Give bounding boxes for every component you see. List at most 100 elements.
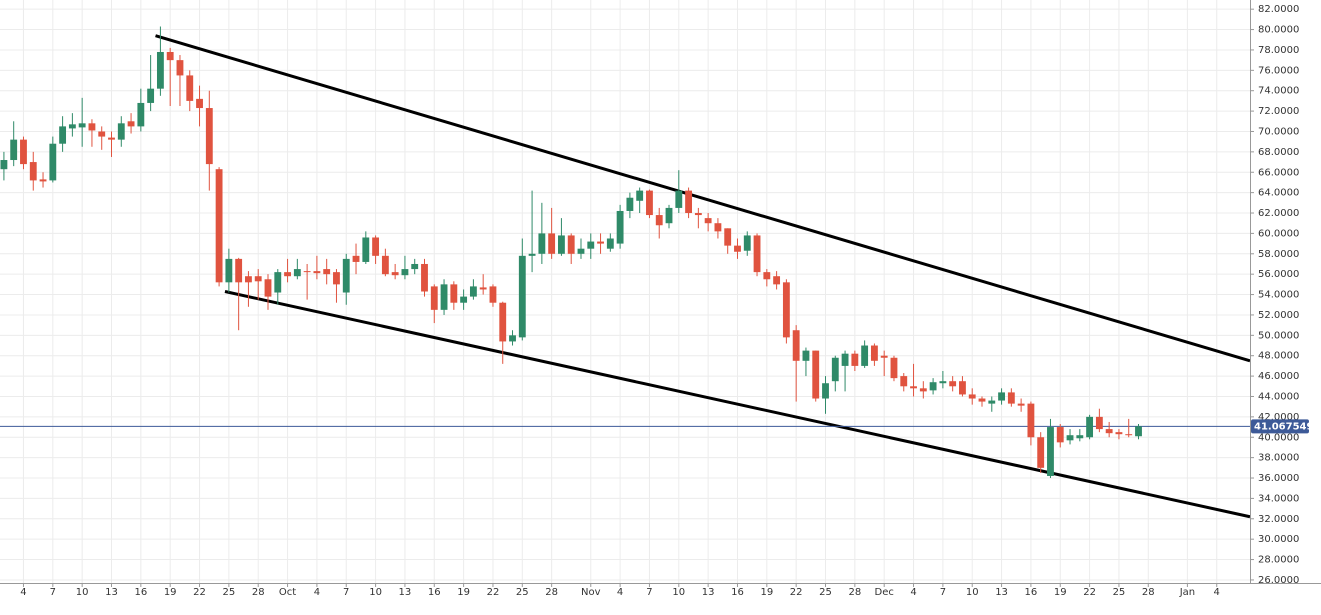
candle-body bbox=[401, 269, 409, 276]
y-tick-label: 48.0000 bbox=[1258, 351, 1299, 362]
candle-body bbox=[147, 88, 155, 103]
candle-body bbox=[1027, 403, 1035, 438]
candle-body bbox=[1125, 434, 1133, 436]
x-tick-label: 28 bbox=[545, 587, 558, 598]
candle-body bbox=[411, 263, 419, 270]
x-tick-label: 10 bbox=[369, 587, 382, 598]
candle-body bbox=[636, 190, 644, 201]
x-tick-label: 25 bbox=[516, 587, 529, 598]
y-tick-label: 56.0000 bbox=[1258, 269, 1299, 280]
last-price-label: 41.067549 bbox=[1254, 421, 1314, 432]
x-tick-label: 22 bbox=[790, 587, 803, 598]
y-tick-label: 40.0000 bbox=[1258, 432, 1299, 443]
candle-body bbox=[49, 143, 57, 181]
x-tick-label: 19 bbox=[1054, 587, 1067, 598]
y-tick-label: 82.0000 bbox=[1258, 4, 1299, 15]
candle-body bbox=[734, 245, 741, 252]
y-tick-label: 42.0000 bbox=[1258, 412, 1299, 423]
candle-body bbox=[68, 124, 76, 129]
x-tick-label: 28 bbox=[252, 587, 265, 598]
y-tick-label: 74.0000 bbox=[1258, 86, 1299, 97]
candle-body bbox=[274, 272, 282, 293]
y-tick-label: 58.0000 bbox=[1258, 249, 1299, 260]
x-tick-label: 16 bbox=[731, 587, 744, 598]
x-tick-label: 4 bbox=[1214, 587, 1220, 598]
candle-body bbox=[939, 381, 947, 384]
candle-body bbox=[773, 276, 781, 285]
candle-body bbox=[900, 376, 908, 387]
x-tick-label: 4 bbox=[910, 587, 916, 598]
y-tick-label: 60.0000 bbox=[1258, 228, 1299, 239]
candle-body bbox=[782, 282, 790, 338]
candle-body bbox=[968, 394, 976, 399]
candle-body bbox=[978, 398, 986, 402]
x-tick-label: 4 bbox=[20, 587, 26, 598]
trendline bbox=[224, 290, 1251, 519]
y-tick-label: 30.0000 bbox=[1258, 534, 1299, 545]
x-tick-label: 25 bbox=[819, 587, 832, 598]
candle-body bbox=[1066, 435, 1074, 441]
candle-body bbox=[1095, 416, 1103, 430]
candle-body bbox=[381, 255, 389, 275]
candle-body bbox=[176, 60, 184, 76]
x-tick-label: 25 bbox=[1113, 587, 1126, 598]
candle-body bbox=[597, 241, 604, 244]
candle-body bbox=[743, 235, 751, 251]
candle-body bbox=[792, 330, 800, 361]
y-tick-label: 68.0000 bbox=[1258, 147, 1299, 158]
x-tick-label: Dec bbox=[875, 587, 894, 598]
candle-body bbox=[59, 126, 67, 144]
candle-body bbox=[39, 179, 47, 182]
candles bbox=[0, 26, 1142, 479]
candle-body bbox=[880, 355, 888, 358]
candle-body bbox=[235, 258, 243, 283]
y-tick-label: 44.0000 bbox=[1258, 391, 1299, 402]
x-tick-label: 19 bbox=[760, 587, 773, 598]
candle-body bbox=[822, 383, 829, 399]
y-tick-label: 52.0000 bbox=[1258, 310, 1299, 321]
candle-body bbox=[137, 102, 145, 127]
x-tick-label: Jan bbox=[1179, 587, 1195, 598]
x-tick-label: 4 bbox=[617, 587, 623, 598]
candle-body bbox=[949, 381, 957, 387]
last-price-box bbox=[1251, 419, 1309, 434]
x-tick-label: 16 bbox=[1025, 587, 1038, 598]
candle-body bbox=[988, 400, 996, 404]
candle-body bbox=[616, 210, 624, 244]
y-tick-label: 26.0000 bbox=[1258, 575, 1299, 586]
y-tick-label: 38.0000 bbox=[1258, 453, 1299, 464]
y-tick-label: 80.0000 bbox=[1258, 25, 1299, 36]
candle-body bbox=[333, 272, 340, 285]
candle-body bbox=[499, 302, 507, 342]
y-tick-label: 64.0000 bbox=[1258, 188, 1299, 199]
y-tick-label: 72.0000 bbox=[1258, 106, 1299, 117]
x-tick-label: 7 bbox=[343, 587, 349, 598]
x-tick-label: 10 bbox=[76, 587, 89, 598]
y-tick-label: 32.0000 bbox=[1258, 514, 1299, 525]
candle-body bbox=[450, 284, 458, 303]
candle-body bbox=[929, 382, 937, 391]
x-tick-label: 25 bbox=[223, 587, 236, 598]
candle-body bbox=[264, 279, 272, 297]
y-tick-label: 36.0000 bbox=[1258, 473, 1299, 484]
candle-body bbox=[567, 235, 575, 254]
y-tick-label: 46.0000 bbox=[1258, 371, 1299, 382]
candle-body bbox=[166, 51, 174, 61]
candle-body bbox=[460, 296, 468, 303]
x-tick-label: 16 bbox=[428, 587, 441, 598]
candle-body bbox=[469, 286, 477, 297]
candle-body bbox=[254, 276, 262, 282]
candle-body bbox=[186, 75, 194, 101]
y-tick-label: 54.0000 bbox=[1258, 290, 1299, 301]
candle-body bbox=[861, 345, 869, 366]
x-tick-label: 19 bbox=[457, 587, 470, 598]
candle-body bbox=[831, 357, 839, 382]
y-tick-label: 62.0000 bbox=[1258, 208, 1299, 219]
candle-body bbox=[303, 271, 311, 273]
candle-body bbox=[29, 162, 37, 181]
x-tick-label: 7 bbox=[50, 587, 56, 598]
candle-body bbox=[626, 197, 634, 211]
candle-body bbox=[577, 248, 585, 254]
candle-body bbox=[479, 287, 487, 290]
